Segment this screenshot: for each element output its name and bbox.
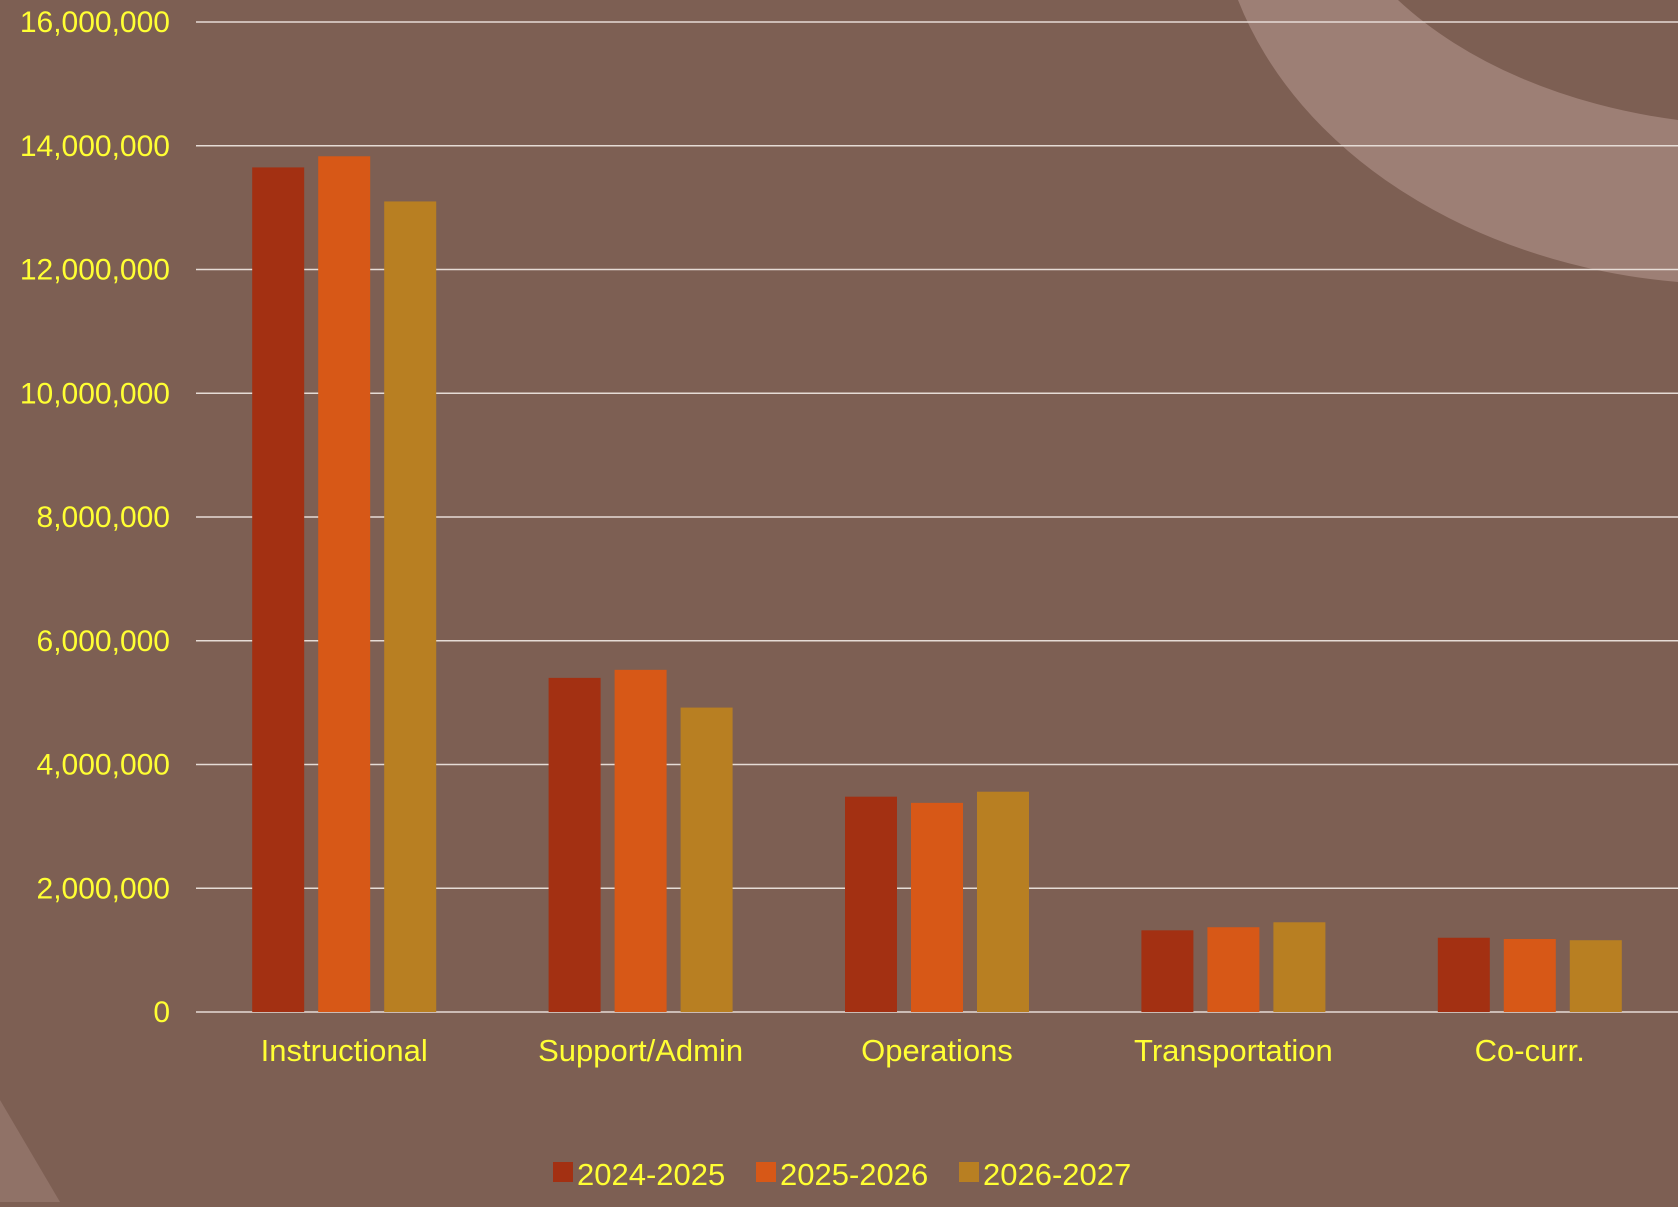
bar: [252, 167, 305, 1012]
decorative-corner: [0, 1100, 60, 1202]
x-tick-label: Instructional: [261, 1033, 428, 1068]
bar: [318, 156, 371, 1013]
legend: 2024-2025 2025-2026 2026-2027: [553, 1157, 1131, 1192]
y-tick-label: 2,000,000: [37, 872, 170, 905]
bar: [1437, 937, 1490, 1012]
y-tick-label: 8,000,000: [37, 501, 170, 534]
legend-swatch: [756, 1162, 776, 1182]
x-tick-label: Support/Admin: [538, 1033, 743, 1068]
y-tick-label: 10,000,000: [20, 377, 170, 410]
bars: [252, 156, 1622, 1013]
y-tick-label: 4,000,000: [37, 749, 170, 782]
y-tick-label: 0: [153, 996, 170, 1029]
legend-swatch: [553, 1162, 573, 1182]
y-tick-label: 14,000,000: [20, 130, 170, 163]
x-axis: Instructional Support/Admin Operations Tran…: [261, 1033, 1585, 1068]
gridlines: [196, 21, 1678, 1013]
bar: [614, 669, 667, 1012]
bar: [384, 201, 437, 1012]
bar: [1207, 927, 1260, 1012]
bar: [977, 791, 1029, 1012]
legend-label: 2024-2025: [577, 1157, 725, 1192]
y-tick-label: 12,000,000: [20, 254, 170, 287]
bar: [1141, 930, 1194, 1012]
bar: [1273, 922, 1326, 1012]
bar: [680, 707, 733, 1012]
y-tick-label: 6,000,000: [37, 625, 170, 658]
x-tick-label: Operations: [861, 1033, 1013, 1068]
legend-label: 2026-2027: [983, 1157, 1131, 1192]
x-tick-label: Co-curr.: [1475, 1033, 1585, 1068]
x-tick-label: Transportation: [1134, 1033, 1333, 1068]
legend-swatch: [959, 1162, 979, 1182]
bar: [845, 796, 897, 1012]
y-axis: 0 2,000,000 4,000,000 6,000,000 8,000,000 10,…: [20, 6, 170, 1029]
decorative-arc: [1238, 0, 1678, 282]
bar: [1503, 938, 1556, 1012]
bar: [1569, 940, 1622, 1012]
y-tick-label: 16,000,000: [20, 6, 170, 39]
bar: [548, 677, 601, 1012]
bar: [911, 802, 963, 1012]
legend-label: 2025-2026: [780, 1157, 928, 1192]
